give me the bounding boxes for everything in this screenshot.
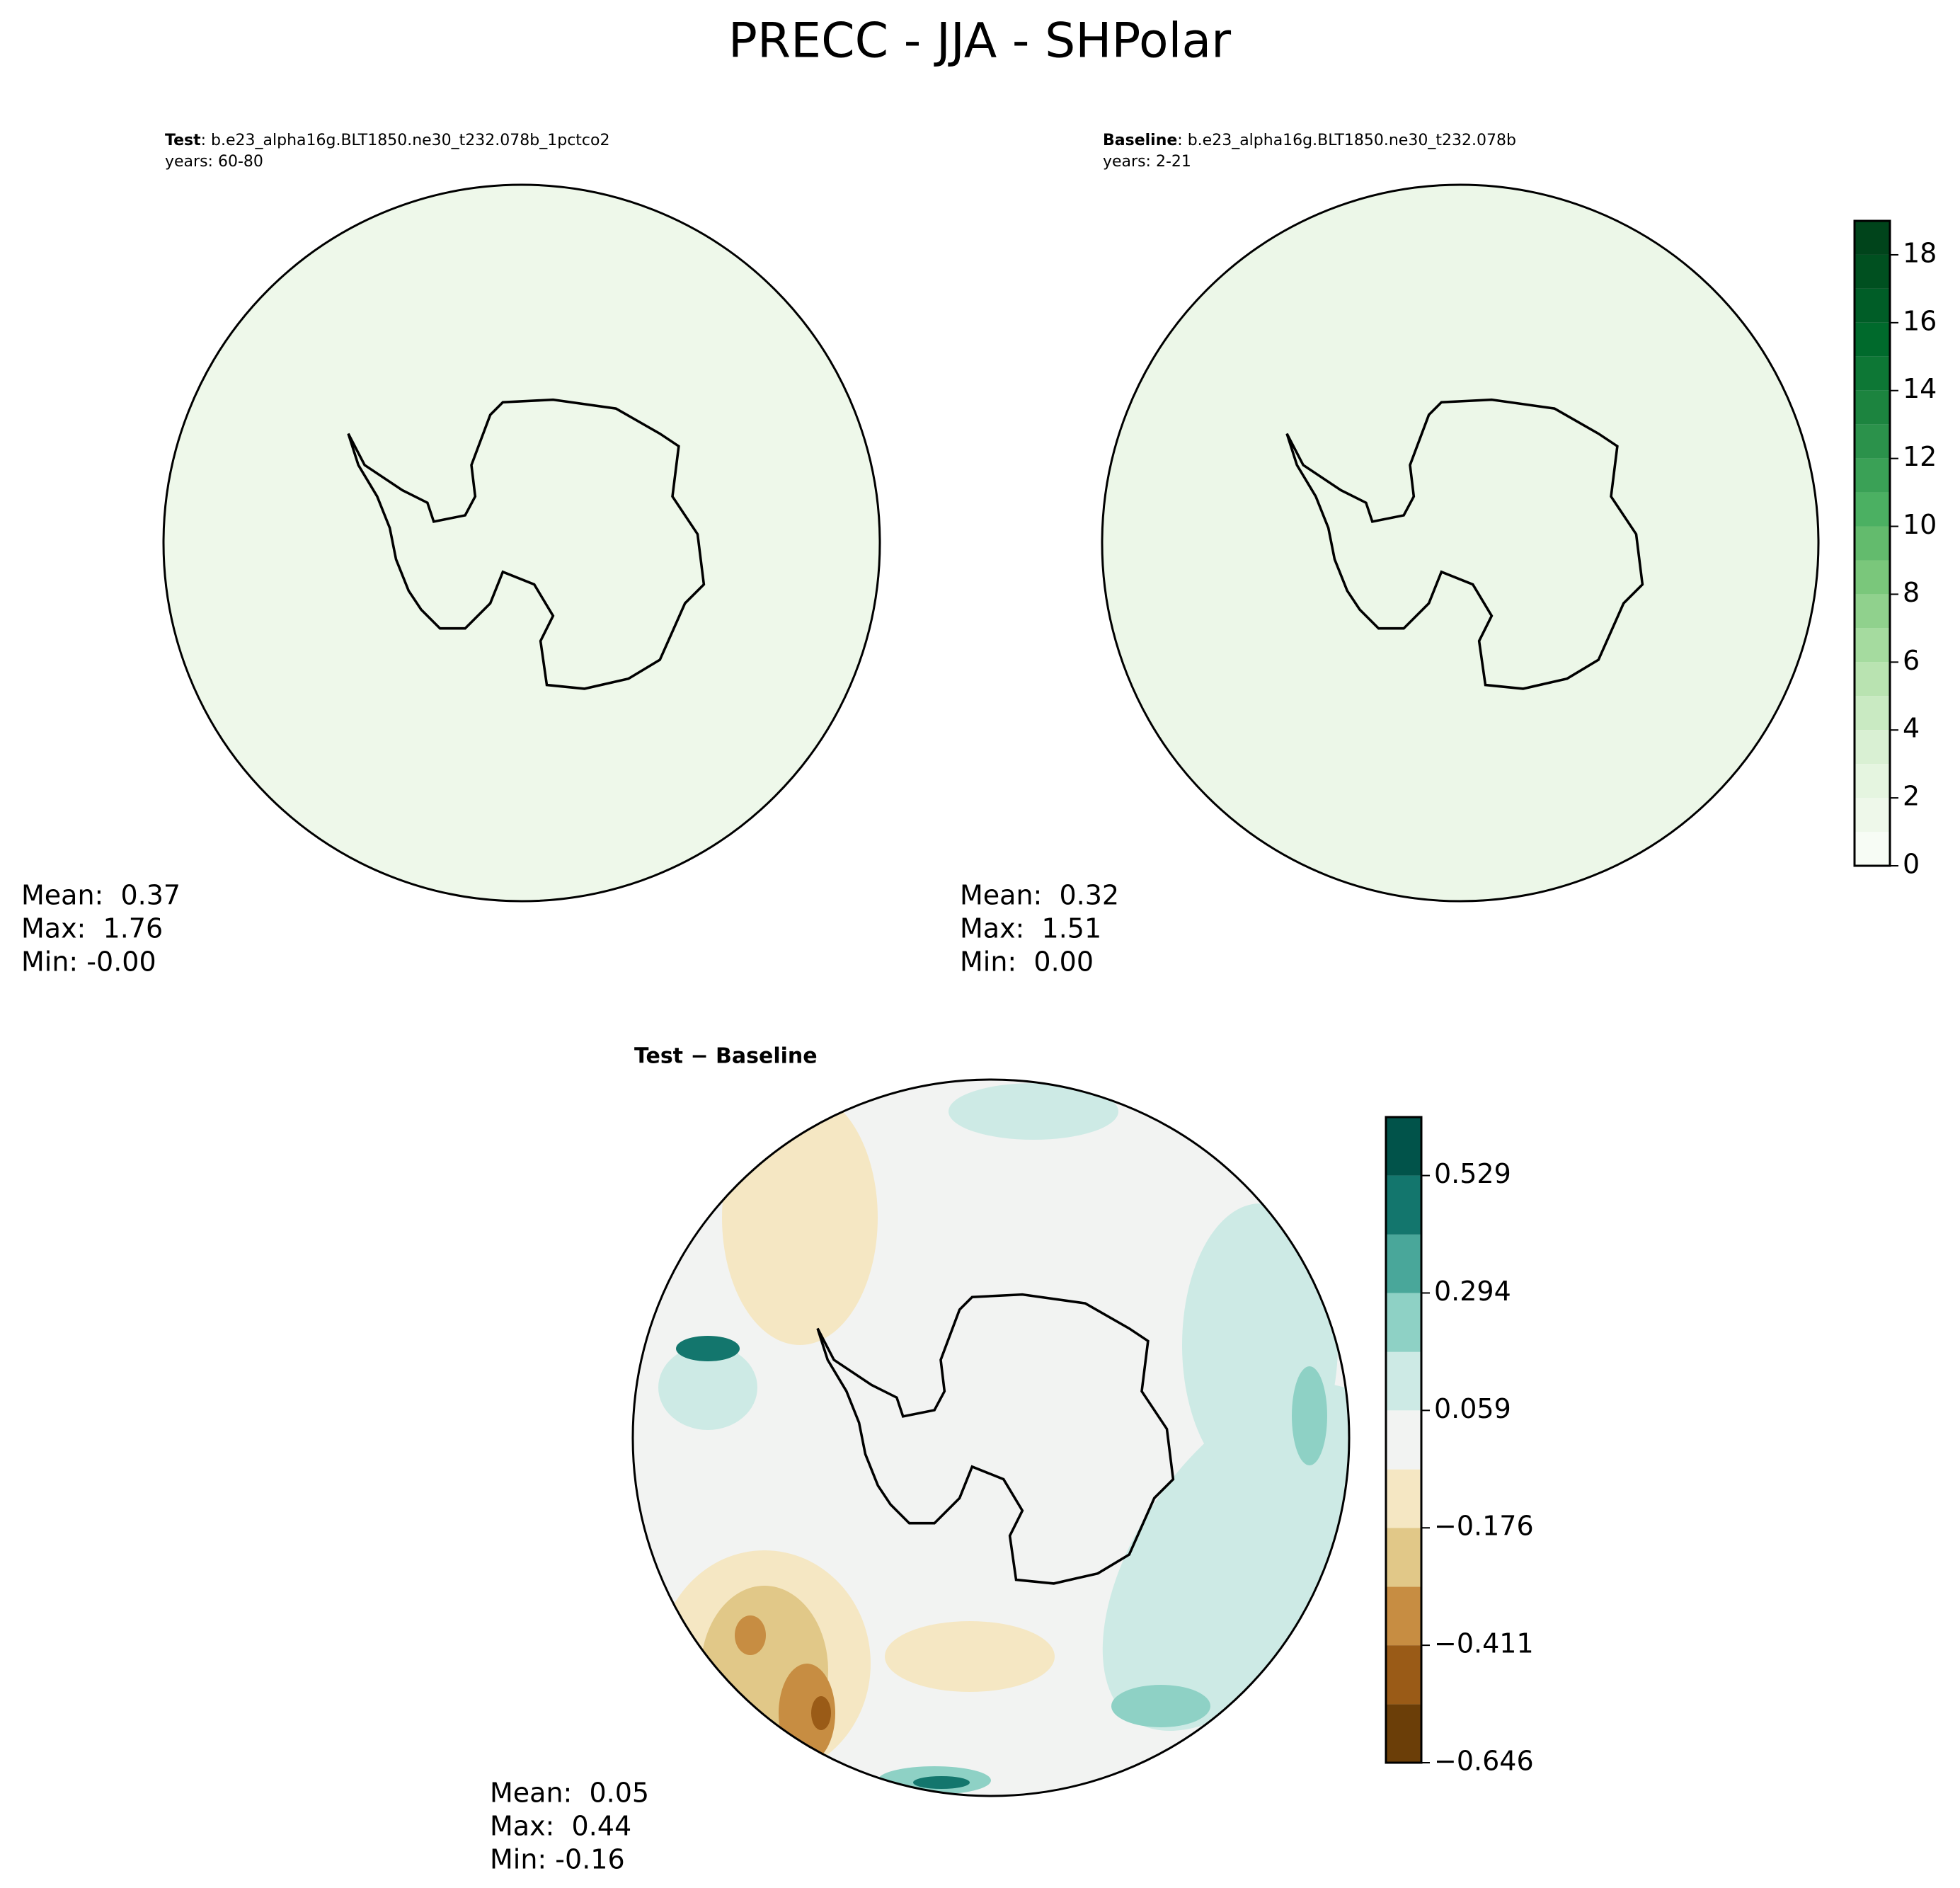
colorbar-band (1386, 1410, 1421, 1470)
colorbar-band (1855, 458, 1890, 493)
colorbar-tick-label: 0.529 (1434, 1158, 1511, 1189)
field-region (1102, 1384, 1349, 1731)
field-region (658, 1345, 757, 1430)
map-stat: Max: 1.51 (960, 913, 1101, 944)
panel-years: years: 60-80 (165, 153, 263, 171)
colorbar-band (1855, 764, 1890, 799)
colorbar-band (1855, 662, 1890, 697)
colorbar-tick-label: 4 (1903, 713, 1920, 744)
field-region (735, 1615, 766, 1655)
colorbar-tick-label: 0.059 (1434, 1393, 1511, 1424)
colorbar-tick-label: −0.176 (1434, 1511, 1534, 1542)
map-stat: Max: 1.76 (21, 913, 163, 944)
colorbar-tick-label: 14 (1903, 373, 1937, 404)
colorbar-band (1855, 492, 1890, 527)
map-stat: Mean: 0.37 (21, 880, 180, 911)
field-region (676, 1336, 740, 1361)
maps (162, 183, 1820, 1796)
colorbar-band (1855, 322, 1890, 357)
colorbar-band (1386, 1351, 1421, 1411)
map-boundary (1101, 183, 1820, 903)
field-region (722, 1090, 878, 1345)
colorbar-band (1855, 560, 1890, 595)
map-stat: Min: -0.16 (490, 1844, 625, 1875)
colorbar-tick-label: 10 (1903, 509, 1937, 540)
map-stat: Mean: 0.05 (490, 1778, 649, 1809)
colorbar-band (1855, 730, 1890, 765)
colorbar-band (1855, 798, 1890, 833)
colorbar-band (1855, 594, 1890, 629)
colorbar-band (1855, 254, 1890, 289)
colorbar-band (1855, 356, 1890, 391)
diff-field (658, 1083, 1349, 1795)
colorbar-tick-label: 0 (1903, 849, 1920, 880)
colorbar-band (1855, 832, 1890, 866)
colorbar-band (1386, 1645, 1421, 1705)
colorbar-band (1855, 390, 1890, 425)
figure-title: PRECC - JJA - SHPolar (728, 13, 1231, 69)
map-stat: Mean: 0.32 (960, 880, 1119, 911)
colorbar-tick-label: 6 (1903, 645, 1920, 676)
field-region (811, 1696, 831, 1730)
colorbar-tick-label: 8 (1903, 577, 1920, 608)
panel-header: Baseline: b.e23_alpha16g.BLT1850.ne30_t2… (1103, 132, 1516, 149)
colorbar-band (1386, 1528, 1421, 1587)
colorbar-band (1855, 526, 1890, 561)
colorbar-band (1386, 1586, 1421, 1646)
map-boundary (162, 183, 881, 903)
colorbar-frame (1385, 1116, 1423, 1764)
map-field (1102, 185, 1818, 901)
panel-subtitle: : b.e23_alpha16g.BLT1850.ne30_t232.078b_… (201, 132, 610, 149)
field-region (949, 1083, 1118, 1140)
map-stat: Min: 0.00 (960, 946, 1094, 978)
colorbar-band (1855, 628, 1890, 663)
field-region (1292, 1366, 1327, 1465)
colorbar-tick-label: 0.294 (1434, 1276, 1511, 1307)
colorbar-band (1855, 221, 1890, 255)
colorbar-tick-label: 12 (1903, 441, 1937, 472)
colorbar-tick-label: −0.411 (1434, 1628, 1534, 1659)
colorbar-tick-label: 18 (1903, 237, 1937, 268)
colorbar-band (1855, 288, 1890, 323)
colorbar-band (1386, 1234, 1421, 1293)
colorbar-frame (1853, 219, 1891, 867)
map-boundary (631, 1078, 1351, 1797)
colorbar-band (1386, 1117, 1421, 1176)
panel-name: Test (165, 132, 201, 149)
map-field (164, 185, 880, 901)
panel-title: Test − Baseline (634, 1044, 818, 1069)
map-stat: Max: 0.44 (490, 1811, 631, 1842)
colorbar-band (1855, 696, 1890, 731)
field-region (913, 1776, 970, 1789)
colorbar-band (1386, 1175, 1421, 1235)
colorbar-band (1386, 1293, 1421, 1352)
panel-years: years: 2-21 (1103, 153, 1191, 171)
colorbar-tick-label: −0.646 (1434, 1746, 1534, 1777)
colorbar-band (1386, 1469, 1421, 1528)
field-region (885, 1621, 1055, 1692)
colorbar-tick-label: 2 (1903, 781, 1920, 812)
panel-subtitle: : b.e23_alpha16g.BLT1850.ne30_t232.078b (1177, 132, 1516, 149)
map-stat: Min: -0.00 (21, 946, 156, 978)
panel-header: Test: b.e23_alpha16g.BLT1850.ne30_t232.0… (165, 132, 609, 149)
colorbar-band (1386, 1704, 1421, 1763)
colorbar-tick-label: 16 (1903, 305, 1937, 336)
panel-name: Baseline (1103, 132, 1177, 149)
colorbar-band (1855, 424, 1890, 459)
field-region (1111, 1685, 1210, 1727)
